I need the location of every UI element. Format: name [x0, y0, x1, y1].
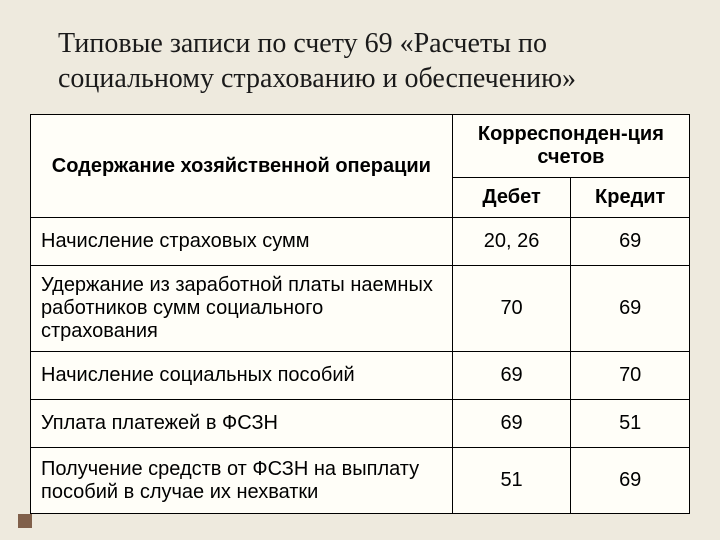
cell-debit-text: 70 [453, 289, 571, 328]
header-correspondence: Корреспонден-ция счетов [452, 115, 689, 178]
cell-operation: Начисление социальных пособий [31, 352, 453, 400]
cell-credit: 51 [571, 400, 690, 448]
cell-debit-text: 20, 26 [453, 222, 571, 261]
cell-debit: 70 [452, 266, 571, 352]
cell-credit: 69 [571, 448, 690, 514]
header-debit: Дебет [452, 178, 571, 218]
cell-operation: Начисление страховых сумм [31, 218, 453, 266]
cell-credit: 69 [571, 266, 690, 352]
header-credit-label: Кредит [571, 178, 689, 217]
table-row: Уплата платежей в ФСЗН 69 51 [31, 400, 690, 448]
cell-operation-text: Удержание из заработной платы наемных ра… [31, 266, 452, 351]
cell-operation: Удержание из заработной платы наемных ра… [31, 266, 453, 352]
cell-debit: 69 [452, 400, 571, 448]
cell-operation-text: Уплата платежей в ФСЗН [31, 404, 452, 443]
cell-operation-text: Начисление социальных пособий [31, 356, 452, 395]
cell-debit-text: 69 [453, 404, 571, 443]
cell-debit: 51 [452, 448, 571, 514]
cell-credit-text: 51 [571, 404, 689, 443]
table-body: Начисление страховых сумм 20, 26 69 Удер… [31, 218, 690, 514]
cell-operation: Уплата платежей в ФСЗН [31, 400, 453, 448]
cell-credit-text: 69 [571, 289, 689, 328]
cell-debit-text: 51 [453, 461, 571, 500]
cell-credit: 69 [571, 218, 690, 266]
table-header-row-1: Содержание хозяйственной операции Коррес… [31, 115, 690, 178]
cell-credit-text: 69 [571, 461, 689, 500]
header-operation-label: Содержание хозяйственной операции [31, 147, 452, 186]
cell-credit-text: 69 [571, 222, 689, 261]
table-row: Начисление социальных пособий 69 70 [31, 352, 690, 400]
cell-operation-text: Получение средств от ФСЗН на выплату пос… [31, 450, 452, 512]
header-credit: Кредит [571, 178, 690, 218]
cell-credit-text: 70 [571, 356, 689, 395]
slide: Типовые записи по счету 69 «Расчеты по с… [0, 0, 720, 540]
cell-debit: 20, 26 [452, 218, 571, 266]
accounts-table: Содержание хозяйственной операции Коррес… [30, 114, 690, 514]
cell-operation: Получение средств от ФСЗН на выплату пос… [31, 448, 453, 514]
cell-debit-text: 69 [453, 356, 571, 395]
table-row: Начисление страховых сумм 20, 26 69 [31, 218, 690, 266]
table-row: Удержание из заработной платы наемных ра… [31, 266, 690, 352]
header-correspondence-label: Корреспонден-ция счетов [453, 115, 689, 177]
slide-title: Типовые записи по счету 69 «Расчеты по с… [58, 26, 682, 96]
cell-credit: 70 [571, 352, 690, 400]
cell-debit: 69 [452, 352, 571, 400]
table-row: Получение средств от ФСЗН на выплату пос… [31, 448, 690, 514]
slide-bullet-icon [18, 514, 32, 528]
header-operation: Содержание хозяйственной операции [31, 115, 453, 218]
cell-operation-text: Начисление страховых сумм [31, 222, 452, 261]
header-debit-label: Дебет [453, 178, 571, 217]
